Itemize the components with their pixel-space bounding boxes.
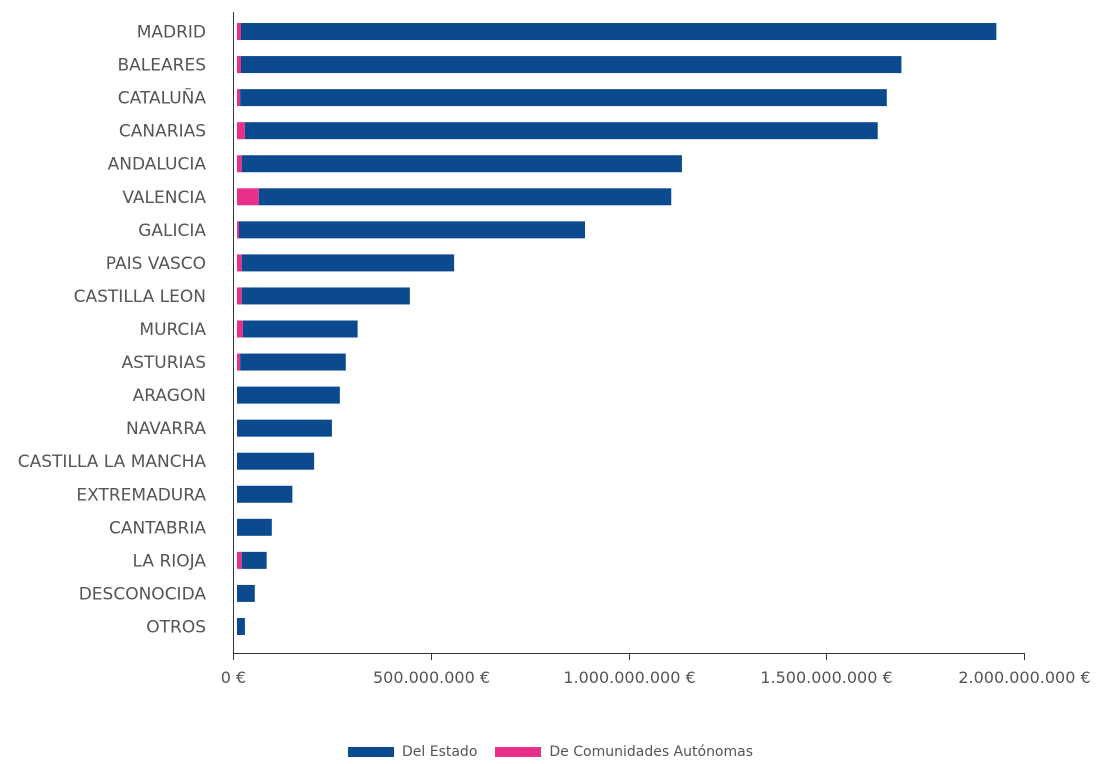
bar-baleares-del-estado: [240, 56, 902, 74]
bar-pais-vasco-del-estado: [241, 254, 455, 272]
category-label-castilla-leon: CASTILLA LEON: [74, 287, 206, 307]
bar-baleares-de-comunidades-autonomas: [237, 56, 241, 74]
legend-item-ccaa: De Comunidades Autónomas: [495, 744, 753, 760]
x-tick-label: 500.000.000 €: [373, 668, 490, 687]
category-label-andalucia: ANDALUCIA: [108, 155, 207, 175]
bar-madrid-del-estado: [240, 23, 997, 41]
category-label-cataluna: CATALUÑA: [118, 87, 207, 109]
bar-andalucia-de-comunidades-autonomas: [237, 155, 242, 173]
bar-otros-del-estado: [237, 617, 245, 635]
x-tick-label: 1.000.000.000 €: [563, 668, 695, 687]
bar-extremadura-del-estado: [237, 485, 293, 503]
x-tick-label: 2.000.000.000 €: [958, 668, 1090, 687]
category-label-la-rioja: LA RIOJA: [133, 551, 207, 571]
bar-andalucia-del-estado: [241, 155, 682, 173]
bar-asturias-del-estado: [240, 353, 346, 371]
legend-label-ccaa: De Comunidades Autónomas: [549, 744, 754, 760]
bar-madrid-de-comunidades-autonomas: [237, 23, 241, 41]
bar-castilla-la-mancha-del-estado: [237, 452, 315, 470]
category-label-canarias: CANARIAS: [119, 122, 206, 142]
bar-cantabria-del-estado: [237, 518, 272, 536]
bar-castilla-leon-de-comunidades-autonomas: [237, 287, 242, 305]
category-label-pais-vasco: PAIS VASCO: [106, 254, 206, 274]
bar-pais-vasco-de-comunidades-autonomas: [237, 254, 242, 272]
bar-la-rioja-de-comunidades-autonomas: [237, 551, 242, 569]
bar-desconocida-del-estado: [237, 584, 255, 602]
category-label-valencia: VALENCIA: [122, 188, 206, 208]
category-label-desconocida: DESCONOCIDA: [79, 584, 207, 604]
category-label-baleares: BALEARES: [118, 56, 206, 76]
legend-item-del-estado: Del Estado: [347, 744, 478, 760]
category-label-madrid: MADRID: [137, 23, 206, 43]
bar-valencia-de-comunidades-autonomas: [237, 188, 259, 206]
bar-la-rioja-del-estado: [241, 551, 267, 569]
bar-chart: 0 € 500.000.000 € 1.000.000.000 € 1.500.000…: [18, 12, 1091, 687]
bar-murcia-del-estado: [242, 320, 358, 338]
category-label-cantabria: CANTABRIA: [109, 518, 206, 538]
bar-navarra-del-estado: [237, 419, 332, 437]
bar-canarias-del-estado: [244, 122, 878, 140]
legend-swatch-del-estado: [347, 747, 394, 757]
category-label-aragon: ARAGON: [133, 386, 206, 406]
bar-galicia-del-estado: [238, 221, 586, 239]
category-label-asturias: ASTURIAS: [122, 353, 207, 373]
bar-valencia-del-estado: [258, 188, 672, 206]
legend-label-del-estado: Del Estado: [401, 744, 478, 760]
x-tick-label: 1.500.000.000 €: [760, 668, 892, 687]
category-label-otros: OTROS: [146, 617, 206, 637]
bar-castilla-leon-del-estado: [241, 287, 410, 305]
bar-asturias-de-comunidades-autonomas: [237, 353, 241, 371]
x-tick-label: 0 €: [221, 668, 246, 687]
bar-canarias-de-comunidades-autonomas: [237, 122, 245, 140]
category-label-navarra: NAVARRA: [126, 419, 206, 439]
bar-galicia-de-comunidades-autonomas: [237, 221, 239, 239]
bar-cataluna-de-comunidades-autonomas: [237, 89, 241, 107]
legend-swatch-ccaa: [495, 747, 542, 757]
bar-aragon-del-estado: [237, 386, 340, 404]
bar-cataluna-del-estado: [240, 89, 887, 107]
category-label-extremadura: EXTREMADURA: [76, 485, 206, 505]
category-label-castilla-la-mancha: CASTILLA LA MANCHA: [18, 452, 207, 472]
category-label-galicia: GALICIA: [138, 221, 206, 241]
bar-murcia-de-comunidades-autonomas: [237, 320, 243, 338]
category-label-murcia: MURCIA: [139, 320, 206, 340]
legend: Del Estado De Comunidades Autónomas: [0, 744, 1101, 760]
